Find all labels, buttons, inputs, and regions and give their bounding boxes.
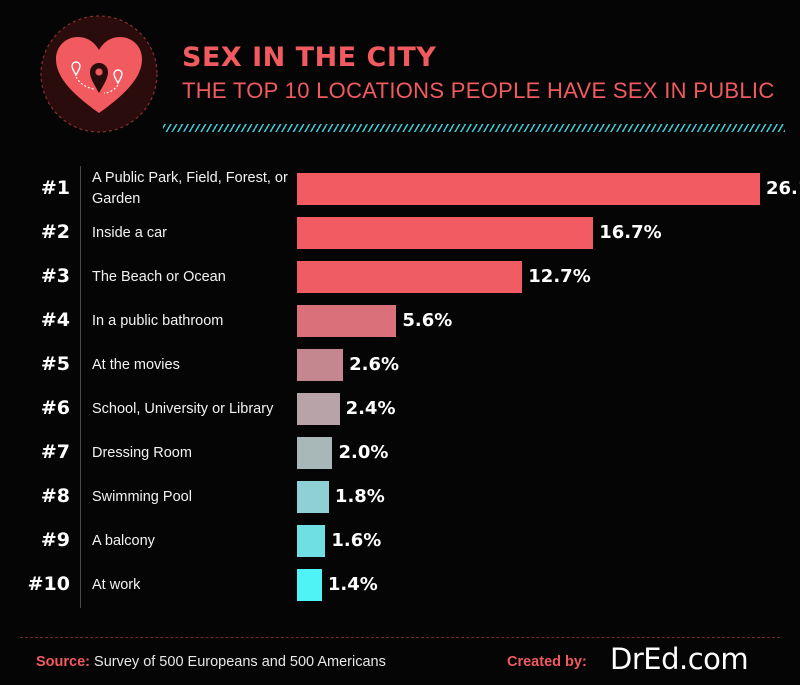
footer-divider — [20, 637, 780, 638]
rank-label: #10 — [27, 573, 70, 595]
map-pin-icon — [71, 61, 123, 94]
rank-label: #8 — [40, 485, 70, 507]
bar — [297, 525, 326, 557]
source-note: Source: Survey of 500 Europeans and 500 … — [36, 654, 386, 670]
value-label: 26.1% — [766, 178, 800, 199]
category-label: Dressing Room — [92, 444, 192, 461]
category-label: In a public bathroom — [92, 312, 224, 329]
source-label: Source: — [36, 654, 90, 670]
chart-title: SEX IN THE CITY — [182, 42, 437, 73]
value-label: 2.6% — [349, 354, 400, 375]
category-label: At the movies — [92, 356, 180, 373]
bar — [297, 349, 344, 381]
rank-label: #1 — [40, 177, 70, 199]
bar — [297, 393, 340, 425]
heart-icon — [40, 15, 158, 133]
bar — [297, 437, 333, 469]
value-label: 1.4% — [327, 574, 378, 595]
category-label: Inside a car — [92, 224, 167, 241]
bar — [297, 481, 329, 513]
value-label: 1.8% — [334, 486, 385, 507]
category-label: The Beach or Ocean — [92, 268, 226, 285]
bar — [297, 217, 594, 249]
value-label: 2.4% — [345, 398, 396, 419]
rank-label: #9 — [40, 529, 70, 551]
rank-label: #4 — [40, 309, 70, 331]
value-label: 2.0% — [338, 442, 389, 463]
category-label: A Public Park, Field, Forest, or Garden — [92, 170, 288, 207]
category-label: School, University or Library — [92, 400, 274, 417]
rank-label: #5 — [40, 353, 70, 375]
bar — [297, 305, 397, 337]
rank-label: #2 — [40, 221, 70, 243]
bar — [297, 569, 322, 601]
bar-chart: #1 A Public Park, Field, Forest, or Garde… — [0, 160, 800, 615]
category-label: At work — [92, 576, 141, 593]
rank-label: #7 — [40, 441, 70, 463]
bar — [297, 261, 523, 293]
rank-label: #6 — [40, 397, 70, 419]
source-text: Survey of 500 Europeans and 500 American… — [94, 654, 386, 670]
value-label: 1.6% — [331, 530, 382, 551]
value-label: 12.7% — [528, 266, 591, 287]
chart-subtitle: THE TOP 10 LOCATIONS PEOPLE HAVE SEX IN … — [182, 78, 775, 103]
category-label: A balcony — [92, 532, 155, 549]
value-label: 16.7% — [599, 222, 662, 243]
heart-logo — [38, 13, 160, 135]
created-by-label: Created by: — [507, 654, 587, 670]
rank-label: #3 — [40, 265, 70, 287]
bar — [297, 173, 760, 205]
category-label: Swimming Pool — [92, 488, 192, 505]
value-label: 5.6% — [402, 310, 453, 331]
label-divider — [80, 166, 81, 608]
brand-logo: DrEd.com — [610, 642, 749, 676]
decorative-hatch — [163, 124, 785, 132]
